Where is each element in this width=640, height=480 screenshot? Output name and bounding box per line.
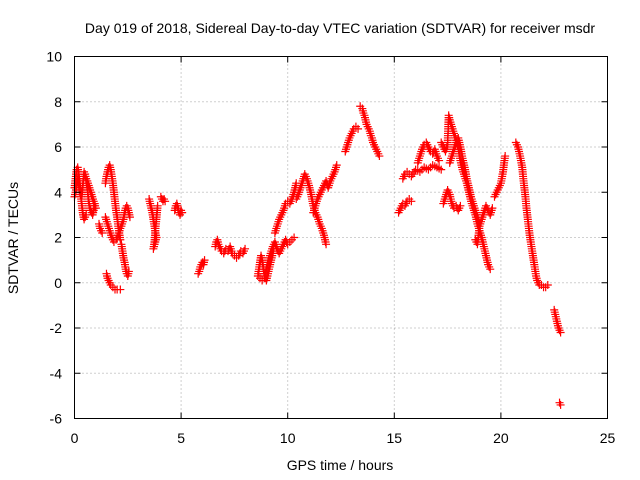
data-point bbox=[456, 201, 465, 210]
x-tick-labels: 0 5 10 15 20 25 bbox=[71, 430, 616, 446]
y-tick-label: -2 bbox=[50, 320, 63, 336]
data-point bbox=[407, 197, 416, 206]
data-point bbox=[556, 400, 565, 409]
y-tick-labels: -6 -4 -2 0 2 4 6 8 10 bbox=[46, 49, 62, 427]
data-point bbox=[556, 328, 565, 337]
x-tick-label: 0 bbox=[71, 430, 79, 446]
data-point bbox=[200, 256, 209, 265]
data-point bbox=[332, 161, 341, 170]
x-tick-label: 20 bbox=[493, 430, 509, 446]
y-tick-label: 8 bbox=[54, 94, 62, 110]
data-points bbox=[70, 102, 565, 409]
x-tick-label: 5 bbox=[177, 430, 185, 446]
data-point bbox=[241, 244, 250, 253]
x-tick-label: 10 bbox=[280, 430, 296, 446]
data-point bbox=[98, 228, 107, 237]
data-point bbox=[125, 213, 134, 222]
y-tick-label: -6 bbox=[50, 411, 63, 427]
data-point bbox=[437, 165, 446, 174]
axis-ticks bbox=[74, 56, 608, 419]
y-tick-label: 0 bbox=[54, 275, 62, 291]
y-tick-label: 10 bbox=[46, 49, 62, 65]
data-point bbox=[501, 152, 510, 161]
data-point bbox=[116, 285, 125, 294]
data-point bbox=[91, 204, 100, 213]
data-point bbox=[290, 233, 299, 242]
data-point bbox=[543, 281, 552, 290]
y-tick-label: -4 bbox=[50, 365, 63, 381]
chart-title: Day 019 of 2018, Sidereal Day-to-day VTE… bbox=[85, 20, 595, 36]
x-tick-label: 15 bbox=[387, 430, 403, 446]
data-point bbox=[178, 208, 187, 217]
data-point bbox=[354, 124, 363, 133]
y-tick-label: 2 bbox=[54, 230, 62, 246]
data-point bbox=[488, 204, 497, 213]
data-point bbox=[153, 201, 162, 210]
x-tick-label: 25 bbox=[600, 430, 616, 446]
y-tick-label: 4 bbox=[54, 184, 62, 200]
data-point bbox=[435, 156, 444, 165]
data-point bbox=[82, 210, 91, 219]
data-point bbox=[375, 152, 384, 161]
data-point bbox=[124, 267, 133, 276]
data-point bbox=[322, 240, 331, 249]
data-point bbox=[161, 197, 170, 206]
x-axis-label: GPS time / hours bbox=[287, 457, 394, 473]
y-tick-label: 6 bbox=[54, 139, 62, 155]
y-axis-label: SDTVAR / TECUs bbox=[5, 182, 21, 294]
data-point bbox=[486, 265, 495, 274]
